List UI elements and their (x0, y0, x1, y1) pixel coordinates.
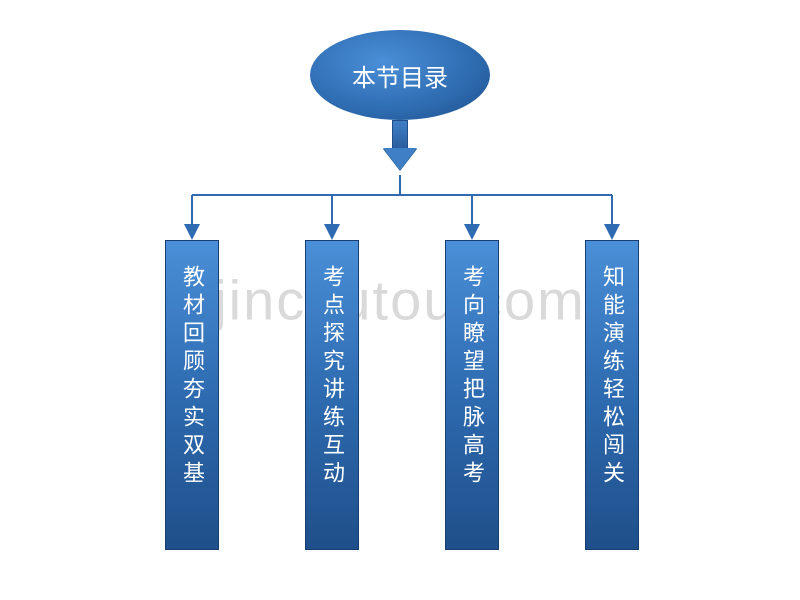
branch-column-1: 教材回顾夯实双基 (165, 240, 219, 550)
branch-label: 知能演练轻松闯关 (596, 265, 628, 489)
branch-label: 教材回顾夯实双基 (176, 265, 208, 489)
branch-label: 考向瞭望把脉高考 (456, 265, 488, 489)
branch-column-3: 考向瞭望把脉高考 (445, 240, 499, 550)
branch-column-4: 知能演练轻松闯关 (585, 240, 639, 550)
branch-column-2: 考点探究讲练互动 (305, 240, 359, 550)
branch-label: 考点探究讲练互动 (316, 265, 348, 489)
root-node: 本节目录 (310, 30, 490, 120)
root-down-arrow (383, 120, 417, 175)
root-label: 本节目录 (352, 58, 448, 93)
